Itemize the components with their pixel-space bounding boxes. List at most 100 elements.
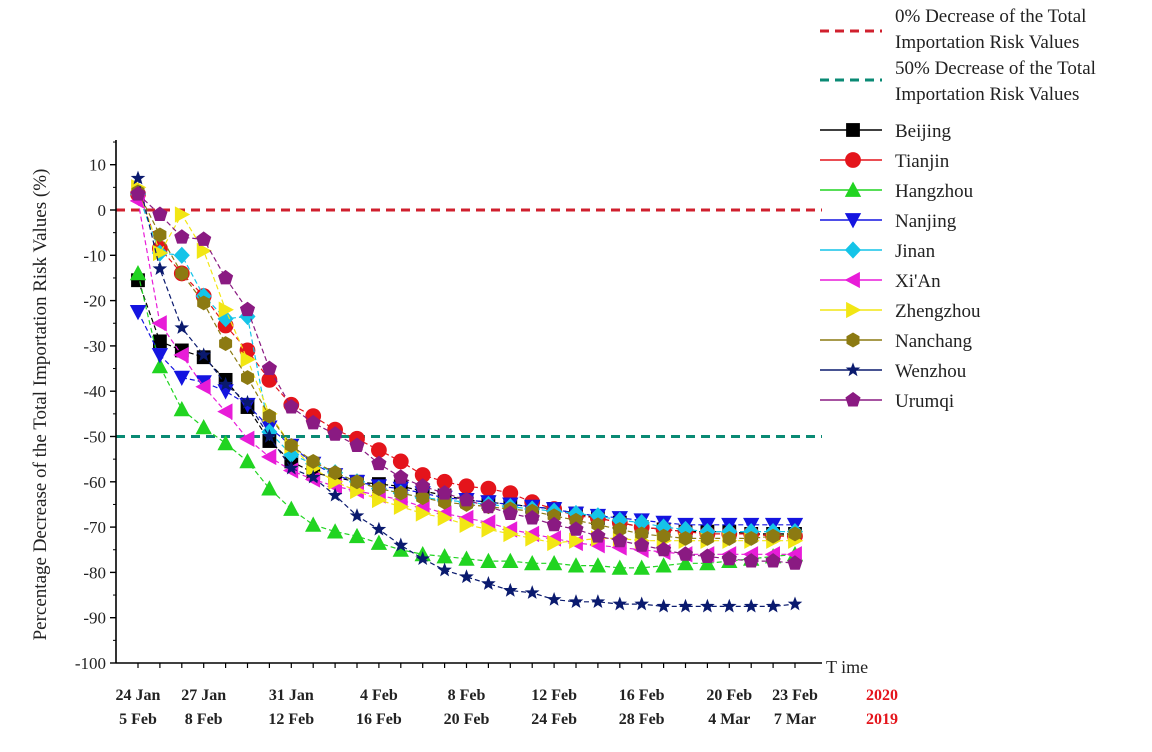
data-point-hangzhou <box>655 557 672 573</box>
legend-label-jinan: Jinan <box>895 241 936 262</box>
data-point-nanchang <box>284 438 298 454</box>
data-point-hangzhou <box>611 559 628 575</box>
legend-marker-wenzhou <box>845 362 861 377</box>
x-tick-label-2019: 5 Feb <box>119 711 157 728</box>
x-tick-label-2020: 31 Jan <box>269 687 314 704</box>
y-tick-label: -90 <box>83 609 106 628</box>
data-point-urumqi <box>283 399 299 414</box>
data-point-zhengzhou <box>481 521 497 538</box>
data-point-xi-an <box>261 448 277 466</box>
x-tick-label-2019: 7 Mar <box>774 711 816 728</box>
data-point-nanjing <box>173 370 190 386</box>
data-point-wenzhou <box>524 585 540 599</box>
data-point-tianjin <box>370 442 387 458</box>
data-point-urumqi <box>721 550 737 566</box>
series-lines <box>129 170 804 613</box>
legend-marker-tianjin <box>845 152 861 168</box>
data-point-wenzhou <box>371 521 387 536</box>
series-line-wenzhou <box>137 178 796 608</box>
y-tick-label: -20 <box>83 292 106 311</box>
data-point-wenzhou <box>415 551 430 566</box>
data-point-xi-an <box>195 378 211 395</box>
data-point-wenzhou <box>327 487 343 502</box>
data-point-hangzhou <box>283 500 300 516</box>
data-point-nanchang <box>679 530 692 546</box>
data-point-urumqi <box>677 546 694 561</box>
data-point-urumqi <box>305 414 321 430</box>
data-point-urumqi <box>371 455 387 471</box>
data-point-urumqi <box>612 532 628 548</box>
data-point-wenzhou <box>437 562 452 577</box>
y-tick-label: -40 <box>83 382 106 401</box>
series-hangzhou <box>129 265 804 575</box>
legend-marker-nanjing <box>844 213 862 229</box>
legend-label-urumqi: Urumqi <box>895 391 954 412</box>
legend-label-xi-an: Xi'An <box>895 271 941 292</box>
data-point-nanchang <box>306 453 320 469</box>
data-point-wenzhou <box>503 582 518 597</box>
data-point-urumqi <box>196 231 212 246</box>
data-point-urumqi <box>765 553 781 568</box>
data-point-wenzhou <box>743 598 759 613</box>
y-tick-label: -50 <box>83 428 106 447</box>
y-tick-label: -80 <box>83 563 106 582</box>
data-point-nanchang <box>416 490 430 506</box>
y-tick-label: 10 <box>89 156 106 175</box>
data-point-hangzhou <box>633 559 650 575</box>
data-point-hangzhou <box>502 552 519 568</box>
x-tick-label-2019: 24 Feb <box>531 711 577 728</box>
data-point-nanchang <box>744 530 758 546</box>
x-tick-label-2020: 16 Feb <box>619 687 665 704</box>
data-point-urumqi <box>502 505 518 520</box>
data-point-nanchang <box>766 528 780 544</box>
data-point-wenzhou <box>700 598 715 613</box>
series-wenzhou <box>130 170 803 613</box>
data-point-urumqi <box>458 491 475 507</box>
series-tianjin <box>130 186 803 545</box>
data-point-nanchang <box>328 465 342 481</box>
legend-0pct-label-line2: Importation Risk Values <box>895 32 1079 53</box>
data-point-urumqi <box>152 206 168 222</box>
data-point-wenzhou <box>305 469 321 484</box>
data-point-nanchang <box>700 530 714 546</box>
data-point-zhengzhou <box>525 530 541 547</box>
data-point-urumqi <box>590 528 606 543</box>
data-point-wenzhou <box>656 598 671 613</box>
data-point-urumqi <box>546 516 562 532</box>
legend-label-wenzhou: Wenzhou <box>895 361 967 382</box>
data-point-urumqi <box>415 478 431 493</box>
data-point-urumqi <box>218 269 234 285</box>
legend-marker-urumqi <box>845 392 861 407</box>
legend-marker-nanchang <box>846 332 860 348</box>
legend-label-nanchang: Nanchang <box>895 331 973 352</box>
data-point-zhengzhou <box>393 498 410 515</box>
data-point-xi-an <box>239 430 255 447</box>
data-point-hangzhou <box>567 557 585 573</box>
legend-50pct-label-line1: 50% Decrease of the Total <box>895 58 1096 79</box>
data-point-urumqi <box>524 510 540 525</box>
data-point-wenzhou <box>787 596 803 611</box>
y-tick-label: 0 <box>98 201 107 220</box>
year-label-2020: 2020 <box>866 687 898 704</box>
data-point-hangzhou <box>589 557 607 573</box>
y-tick-label: -70 <box>83 518 106 537</box>
x-tick-label-2019: 8 Feb <box>185 711 223 728</box>
reference-lines <box>116 208 822 438</box>
y-tick-label: -10 <box>83 246 106 265</box>
x-tick-label-2019: 4 Mar <box>708 711 750 728</box>
data-point-hangzhou <box>151 357 169 374</box>
x-tick-label-2020: 20 Feb <box>706 687 752 704</box>
y-axis-title: Percentage Decrease of the Total Importa… <box>30 169 51 641</box>
legend-label-beijing: Beijing <box>895 121 951 142</box>
x-tick-label-2020: 12 Feb <box>531 687 577 704</box>
data-point-wenzhou <box>634 596 649 611</box>
data-point-wenzhou <box>612 596 628 611</box>
data-point-urumqi <box>656 541 672 557</box>
data-point-urumqi <box>327 426 343 441</box>
data-point-wenzhou <box>393 537 409 552</box>
data-point-urumqi <box>130 186 146 201</box>
data-point-urumqi <box>174 229 190 244</box>
legend-marker-jinan <box>844 241 862 259</box>
data-point-nanchang <box>197 295 211 311</box>
